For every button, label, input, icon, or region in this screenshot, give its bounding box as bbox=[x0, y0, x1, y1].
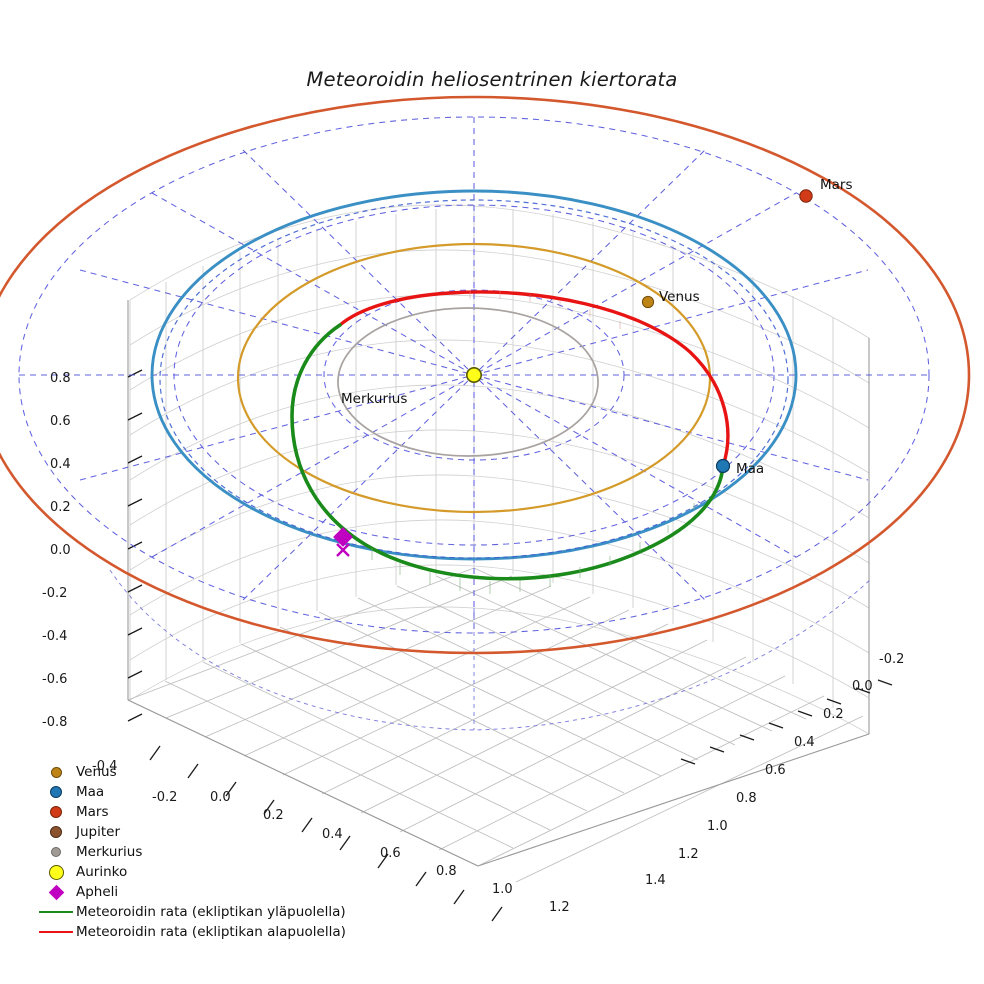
earth-marker[interactable] bbox=[715, 458, 731, 474]
label-venus: Venus bbox=[659, 289, 700, 305]
sun-marker[interactable] bbox=[465, 366, 482, 383]
mars-marker[interactable] bbox=[799, 189, 813, 203]
mars-marker-icon bbox=[36, 802, 76, 822]
green-line-icon bbox=[36, 902, 76, 922]
z-axis-tick-labels: 0.8 0.6 0.4 0.2 0.0 -0.2 -0.4 -0.6 -0.8 bbox=[42, 371, 71, 730]
legend-label: Mars bbox=[76, 804, 109, 820]
orbit-merkurius bbox=[337, 307, 599, 457]
x-tick: 0.8 bbox=[436, 864, 457, 879]
legend-item-jupiter[interactable]: Jupiter bbox=[36, 822, 366, 842]
y-tick: 1.2 bbox=[678, 847, 699, 862]
z-tick: 0.2 bbox=[50, 500, 71, 515]
venus-marker-icon bbox=[36, 762, 76, 782]
legend-label: Apheli bbox=[76, 884, 119, 900]
x-tick: 1.2 bbox=[549, 900, 570, 915]
legend-item-mars[interactable]: Mars bbox=[36, 802, 366, 822]
y-tick: -0.2 bbox=[879, 652, 904, 667]
meteoroid-track-above-ecliptic bbox=[290, 323, 725, 581]
merkurius-marker-icon bbox=[36, 842, 76, 862]
aurinko-marker-icon bbox=[36, 862, 76, 882]
legend-label: Merkurius bbox=[76, 844, 143, 860]
red-line-icon bbox=[36, 922, 76, 942]
aphelion-marker[interactable] bbox=[333, 527, 353, 557]
legend-label: Meteoroidin rata (ekliptikan yläpuolella… bbox=[76, 904, 346, 920]
z-tick: -0.2 bbox=[42, 586, 67, 601]
x-tick: 1.4 bbox=[645, 873, 666, 888]
maa-marker-icon bbox=[36, 782, 76, 802]
grid-floor bbox=[127, 567, 864, 883]
legend-label: Venus bbox=[76, 764, 117, 780]
y-tick: 0.0 bbox=[852, 679, 873, 694]
x-axis-tick-labels: -0.4 -0.2 0.0 0.2 0.4 0.6 0.8 1.0 1.2 1.… bbox=[92, 759, 666, 915]
z-tick: 0.0 bbox=[50, 543, 71, 558]
x-tick: -0.4 bbox=[92, 759, 117, 774]
z-tick: 0.4 bbox=[50, 457, 71, 472]
venus-marker[interactable] bbox=[641, 295, 655, 309]
legend-label: Aurinko bbox=[76, 864, 128, 880]
orbit-maa-dashed bbox=[159, 199, 789, 559]
y-tick: 1.0 bbox=[707, 819, 728, 834]
x-tick: -0.2 bbox=[152, 790, 177, 805]
y-tick: 0.8 bbox=[736, 791, 757, 806]
x-tick: 0.2 bbox=[263, 808, 284, 823]
y-axis-tick-labels: -0.2 0.0 0.2 0.4 0.6 0.8 1.0 1.2 bbox=[678, 652, 904, 862]
label-mars: Mars bbox=[820, 177, 853, 193]
ecliptic-floor-projection bbox=[109, 569, 873, 731]
legend-item-aurinko[interactable]: Aurinko bbox=[36, 862, 366, 882]
y-tick: 0.4 bbox=[794, 735, 815, 750]
z-tick: 0.8 bbox=[50, 371, 71, 386]
apheli-marker-icon bbox=[36, 882, 76, 902]
legend-item-track-below[interactable]: Meteoroidin rata (ekliptikan alapuolella… bbox=[36, 922, 366, 942]
x-tick: 1.0 bbox=[492, 882, 513, 897]
axis-spines bbox=[127, 300, 870, 867]
meteoroid-track-below-ecliptic bbox=[338, 290, 730, 468]
x-tick: 0.6 bbox=[380, 846, 401, 861]
legend-item-venus[interactable]: Venus bbox=[36, 762, 366, 782]
x-tick: 0.0 bbox=[210, 790, 231, 805]
y-tick: 0.2 bbox=[823, 707, 844, 722]
orbit-mars bbox=[0, 95, 971, 655]
legend-label: Jupiter bbox=[76, 824, 121, 840]
orbit-maa bbox=[150, 189, 798, 561]
z-tick: -0.8 bbox=[42, 715, 67, 730]
label-maa: Maa bbox=[736, 461, 764, 477]
z-tick: -0.6 bbox=[42, 672, 67, 687]
y-tick: 0.6 bbox=[765, 763, 786, 778]
legend-item-maa[interactable]: Maa bbox=[36, 782, 366, 802]
legend: Venus Maa Mars Jupiter Merkurius bbox=[36, 762, 366, 942]
z-tick: 0.6 bbox=[50, 414, 71, 429]
axis-ticks bbox=[127, 369, 893, 922]
z-tick: -0.4 bbox=[42, 629, 67, 644]
page-title: Meteoroidin heliosentrinen kiertorata bbox=[306, 68, 678, 91]
label-merkurius: Merkurius bbox=[341, 391, 407, 407]
legend-item-apheli[interactable]: Apheli bbox=[36, 882, 366, 902]
legend-item-merkurius[interactable]: Merkurius bbox=[36, 842, 366, 862]
jupiter-marker-icon bbox=[36, 822, 76, 842]
legend-label: Maa bbox=[76, 784, 105, 800]
track-dropline-stems-red bbox=[469, 291, 621, 329]
track-dropline-stems bbox=[371, 503, 695, 594]
legend-label: Meteoroidin rata (ekliptikan alapuolella… bbox=[76, 924, 346, 940]
legend-item-track-above[interactable]: Meteoroidin rata (ekliptikan yläpuolella… bbox=[36, 902, 366, 922]
x-tick: 0.4 bbox=[322, 827, 343, 842]
